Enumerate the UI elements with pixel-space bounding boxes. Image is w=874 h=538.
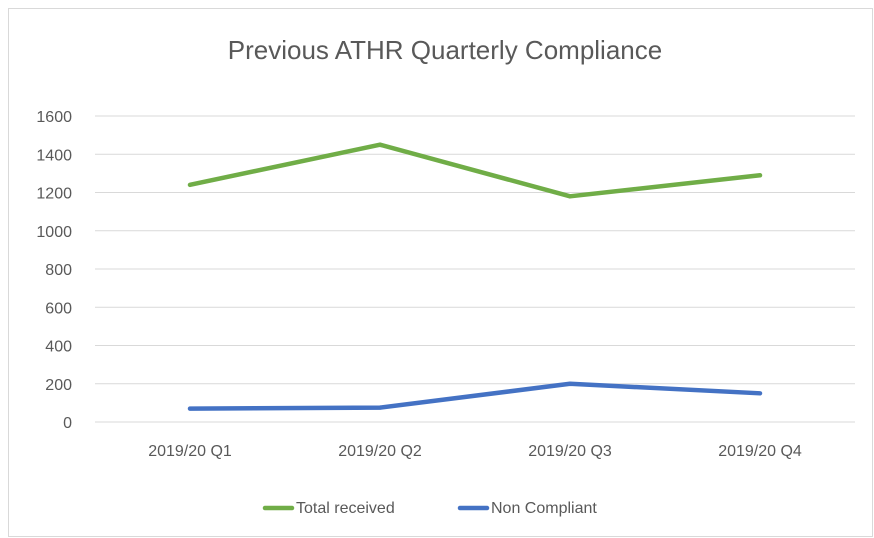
y-tick-label: 1000	[36, 224, 72, 241]
chart-title: Previous ATHR Quarterly Compliance	[228, 35, 662, 65]
legend-label: Non Compliant	[491, 500, 597, 517]
y-tick-label: 200	[45, 377, 72, 394]
x-tick-label: 2019/20 Q3	[528, 443, 612, 460]
y-tick-label: 1200	[36, 186, 72, 203]
x-tick-label: 2019/20 Q1	[148, 443, 232, 460]
series-line	[187, 381, 763, 411]
legend-label: Total received	[296, 500, 395, 517]
x-tick-label: 2019/20 Q4	[718, 443, 802, 460]
y-tick-label: 800	[45, 262, 72, 279]
y-tick-label: 1600	[36, 109, 72, 126]
series-line	[187, 142, 763, 199]
y-tick-label: 1400	[36, 147, 72, 164]
y-tick-label: 600	[45, 300, 72, 317]
chart-border	[8, 8, 873, 537]
y-tick-label: 0	[63, 415, 72, 432]
x-tick-label: 2019/20 Q2	[338, 443, 422, 460]
y-tick-label: 400	[45, 339, 72, 356]
